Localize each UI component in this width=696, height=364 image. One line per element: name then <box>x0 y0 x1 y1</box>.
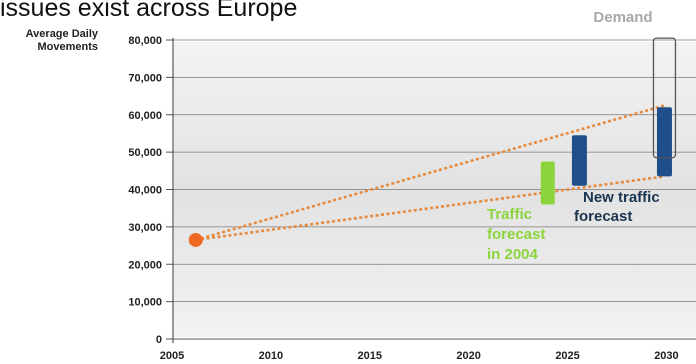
new-traffic-forecast-bar <box>656 107 672 177</box>
traffic-forecast-2004-label: Traffic <box>487 206 532 223</box>
y-tick-label: 10,000 <box>128 297 162 309</box>
demand-label: Demand <box>593 9 652 26</box>
y-tick-label: 20,000 <box>128 259 162 271</box>
y-tick-label: 30,000 <box>128 222 162 234</box>
x-tick-label: 2010 <box>259 350 283 362</box>
demand-range <box>652 37 677 159</box>
page-title: issues exist across Europe <box>0 0 298 22</box>
x-tick-labels: 2005 2010 2015 2020 2025 2030 <box>160 350 679 362</box>
trend-lines <box>195 104 665 242</box>
y-tick-label: 70,000 <box>128 72 162 84</box>
y-tick-label: 0 <box>156 334 162 346</box>
new-traffic-forecast-bar <box>571 135 587 186</box>
traffic-forecast-2004-label: in 2004 <box>487 246 539 263</box>
y-axis-label-line-2: Movements <box>37 41 98 53</box>
x-tick-label: 2005 <box>160 350 184 362</box>
forecast-ranges <box>540 37 677 205</box>
traffic-forecast-2004-label: forecast <box>487 226 545 243</box>
y-tick-labels: 0 10,000 20,000 30,000 40,000 50,000 60,000 70,… <box>128 35 174 346</box>
grid-lines <box>174 39 696 340</box>
y-axis-label: Average Daily Movements <box>6 28 98 54</box>
new-traffic-forecast-label: New traffic <box>583 189 660 206</box>
y-axis-label-line-1: Average Daily <box>25 28 98 40</box>
new-traffic-forecast-label: forecast <box>574 208 632 225</box>
start-points <box>188 232 203 247</box>
y-tick-label: 60,000 <box>128 110 162 122</box>
trend-line <box>195 104 665 242</box>
x-tick-label: 2020 <box>456 350 480 362</box>
x-tick-label: 2025 <box>555 350 579 362</box>
x-tick-label: 2015 <box>358 350 382 362</box>
y-tick-label: 40,000 <box>128 185 162 197</box>
x-tick-label: 2030 <box>654 350 678 362</box>
trend-line <box>195 175 665 242</box>
annotations: Traffic forecast in 2004 New traffic forecas… <box>487 9 660 263</box>
start-point <box>188 232 203 247</box>
traffic-forecast-2004-bar <box>540 161 555 205</box>
y-tick-label: 80,000 <box>128 35 162 47</box>
y-tick-label: 50,000 <box>128 147 162 159</box>
